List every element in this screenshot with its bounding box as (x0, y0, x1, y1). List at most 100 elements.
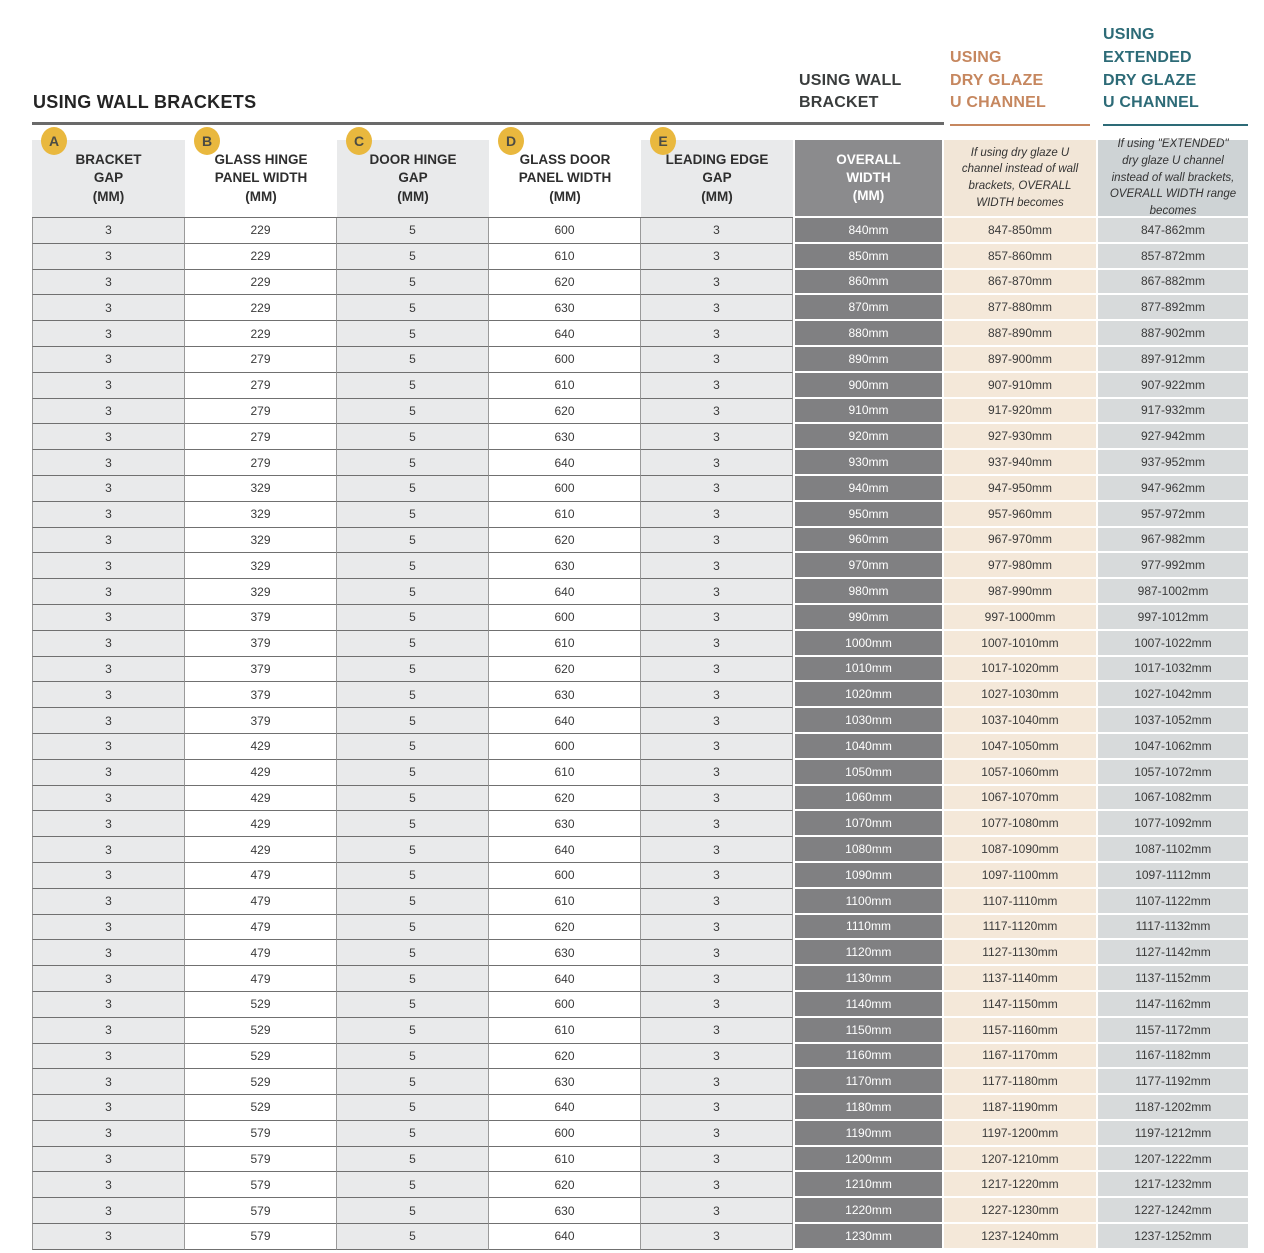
cell-leading-edge-gap: 3 (641, 1224, 793, 1250)
cell-door-hinge-gap: 5 (337, 501, 489, 528)
cell-extended-dry-glaze-width: 1137-1152mm (1098, 966, 1248, 992)
cell-glass-hinge-panel-width: 529 (185, 1043, 337, 1070)
cell-dry-glaze-width: 997-1000mm (944, 604, 1098, 631)
cell-overall-width: 870mm (793, 295, 944, 322)
cell-door-hinge-gap: 5 (337, 1198, 489, 1225)
cell-extended-dry-glaze-width: 1197-1212mm (1098, 1120, 1248, 1147)
cell-leading-edge-gap: 3 (641, 604, 793, 631)
cell-dry-glaze-width: 1147-1150mm (944, 991, 1098, 1018)
cell-bracket-gap: 3 (32, 940, 185, 967)
cell-glass-hinge-panel-width: 579 (185, 1224, 337, 1250)
cell-glass-door-panel-width: 620 (489, 656, 641, 683)
cell-bracket-gap: 3 (32, 346, 185, 373)
cell-door-hinge-gap: 5 (337, 914, 489, 941)
col-header-glass-hinge-panel-width: B GLASS HINGE PANEL WIDTH (MM) (185, 127, 337, 218)
cell-bracket-gap: 3 (32, 914, 185, 941)
cell-overall-width: 1120mm (793, 940, 944, 967)
cell-dry-glaze-width: 947-950mm (944, 475, 1098, 502)
cell-bracket-gap: 3 (32, 656, 185, 683)
col-header-label: OVERALL WIDTH (MM) (836, 151, 901, 204)
cell-extended-dry-glaze-width: 1237-1252mm (1098, 1224, 1248, 1250)
cell-dry-glaze-width: 1087-1090mm (944, 837, 1098, 863)
col-header-leading-edge-gap: E LEADING EDGE GAP (MM) (641, 127, 793, 218)
cell-door-hinge-gap: 5 (337, 733, 489, 760)
cell-glass-door-panel-width: 610 (489, 759, 641, 786)
cell-dry-glaze-width: 1227-1230mm (944, 1198, 1098, 1225)
cell-overall-width: 850mm (793, 243, 944, 270)
cell-glass-door-panel-width: 640 (489, 450, 641, 476)
cell-overall-width: 1080mm (793, 837, 944, 863)
cell-door-hinge-gap: 5 (337, 372, 489, 399)
cell-dry-glaze-width: 1157-1160mm (944, 1017, 1098, 1044)
cell-glass-door-panel-width: 610 (489, 630, 641, 657)
cell-dry-glaze-width: 1217-1220mm (944, 1172, 1098, 1199)
cell-glass-hinge-panel-width: 579 (185, 1198, 337, 1225)
cell-extended-dry-glaze-width: 887-902mm (1098, 321, 1248, 347)
cell-dry-glaze-width: 1037-1040mm (944, 708, 1098, 734)
cell-overall-width: 910mm (793, 398, 944, 425)
cell-glass-hinge-panel-width: 479 (185, 914, 337, 941)
cell-dry-glaze-width: 957-960mm (944, 501, 1098, 528)
cell-bracket-gap: 3 (32, 708, 185, 734)
cell-bracket-gap: 3 (32, 1043, 185, 1070)
cell-glass-hinge-panel-width: 329 (185, 475, 337, 502)
cell-leading-edge-gap: 3 (641, 630, 793, 657)
cell-dry-glaze-width: 1237-1240mm (944, 1224, 1098, 1250)
cell-overall-width: 1000mm (793, 630, 944, 657)
cell-leading-edge-gap: 3 (641, 1069, 793, 1096)
cell-door-hinge-gap: 5 (337, 1172, 489, 1199)
cell-glass-hinge-panel-width: 479 (185, 888, 337, 915)
cell-overall-width: 860mm (793, 269, 944, 296)
cell-door-hinge-gap: 5 (337, 759, 489, 786)
cell-leading-edge-gap: 3 (641, 1017, 793, 1044)
cell-extended-dry-glaze-width: 997-1012mm (1098, 604, 1248, 631)
cell-extended-dry-glaze-width: 847-862mm (1098, 218, 1248, 244)
cell-extended-dry-glaze-width: 1147-1162mm (1098, 991, 1248, 1018)
badge-e-icon: E (650, 127, 676, 155)
heading-using-dry-glaze-u-channel: USING DRY GLAZE U CHANNEL (950, 48, 1047, 112)
cell-overall-width: 1060mm (793, 785, 944, 812)
cell-glass-door-panel-width: 600 (489, 218, 641, 244)
cell-glass-door-panel-width: 610 (489, 501, 641, 528)
cell-glass-hinge-panel-width: 379 (185, 708, 337, 734)
cell-glass-hinge-panel-width: 279 (185, 398, 337, 425)
cell-glass-hinge-panel-width: 279 (185, 424, 337, 451)
cell-dry-glaze-width: 1197-1200mm (944, 1120, 1098, 1147)
cell-door-hinge-gap: 5 (337, 346, 489, 373)
cell-door-hinge-gap: 5 (337, 475, 489, 502)
cell-overall-width: 1050mm (793, 759, 944, 786)
cell-leading-edge-gap: 3 (641, 553, 793, 580)
cell-glass-door-panel-width: 600 (489, 604, 641, 631)
cell-glass-hinge-panel-width: 429 (185, 811, 337, 838)
cell-glass-hinge-panel-width: 379 (185, 682, 337, 709)
cell-overall-width: 1030mm (793, 708, 944, 734)
cell-glass-door-panel-width: 610 (489, 888, 641, 915)
cell-door-hinge-gap: 5 (337, 218, 489, 244)
cell-bracket-gap: 3 (32, 682, 185, 709)
cell-extended-dry-glaze-width: 1087-1102mm (1098, 837, 1248, 863)
cell-overall-width: 1150mm (793, 1017, 944, 1044)
cell-overall-width: 980mm (793, 579, 944, 605)
cell-overall-width: 1130mm (793, 966, 944, 992)
cell-bracket-gap: 3 (32, 1017, 185, 1044)
cell-extended-dry-glaze-width: 1057-1072mm (1098, 759, 1248, 786)
cell-bracket-gap: 3 (32, 759, 185, 786)
cell-glass-hinge-panel-width: 329 (185, 579, 337, 605)
cell-leading-edge-gap: 3 (641, 837, 793, 863)
col-header-dry-glaze-note: If using dry glaze U channel instead of … (944, 140, 1098, 218)
badge-b-icon: B (194, 127, 220, 155)
cell-overall-width: 1040mm (793, 733, 944, 760)
cell-dry-glaze-width: 1097-1100mm (944, 862, 1098, 889)
cell-door-hinge-gap: 5 (337, 1120, 489, 1147)
cell-extended-dry-glaze-width: 1207-1222mm (1098, 1146, 1248, 1173)
col-header-glass-door-panel-width: D GLASS DOOR PANEL WIDTH (MM) (489, 127, 641, 218)
cell-bracket-gap: 3 (32, 1198, 185, 1225)
cell-glass-door-panel-width: 640 (489, 708, 641, 734)
cell-overall-width: 1180mm (793, 1095, 944, 1121)
cell-overall-width: 1190mm (793, 1120, 944, 1147)
cell-leading-edge-gap: 3 (641, 398, 793, 425)
cell-bracket-gap: 3 (32, 630, 185, 657)
cell-leading-edge-gap: 3 (641, 424, 793, 451)
cell-glass-hinge-panel-width: 479 (185, 966, 337, 992)
cell-door-hinge-gap: 5 (337, 398, 489, 425)
